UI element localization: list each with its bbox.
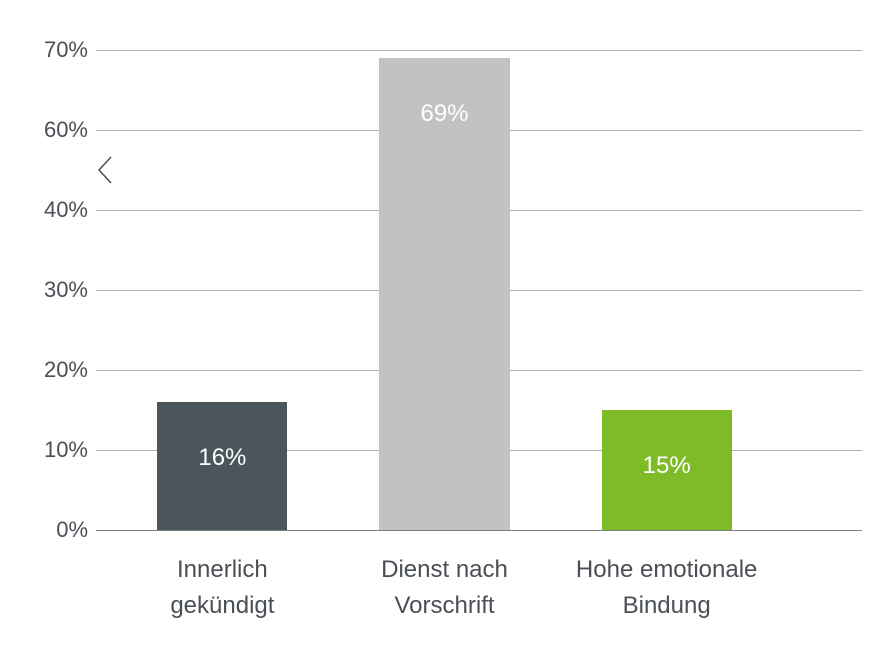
x-category-label: Innerlichgekündigt: [115, 552, 329, 624]
bar-value-label: 15%: [602, 452, 732, 480]
y-tick-label: 10%: [18, 437, 88, 463]
x-category-line: Dienst nach: [337, 552, 551, 588]
y-tick-label: 30%: [18, 277, 88, 303]
y-tick-label: 40%: [18, 197, 88, 223]
x-category-line: Hohe emotionale: [559, 552, 773, 588]
y-tick-label: 20%: [18, 357, 88, 383]
x-category-line: Bindung: [559, 588, 773, 624]
bar: 69%: [379, 58, 509, 530]
y-tick-label: 70%: [18, 37, 88, 63]
plot-area: 16% 69% 15%: [96, 50, 862, 530]
y-tick-label: 0%: [18, 517, 88, 543]
bar-value-label: 16%: [157, 444, 287, 472]
gridline: [96, 530, 862, 531]
bar: 15%: [602, 410, 732, 530]
y-tick-label: 60%: [18, 117, 88, 143]
bar-chart: 16% 69% 15% 0% 10% 20% 30% 40% 60% 70% Innerlichg…: [0, 0, 894, 648]
x-category-line: Innerlich: [115, 552, 329, 588]
gridline: [96, 50, 862, 51]
x-category-line: Vorschrift: [337, 588, 551, 624]
x-category-label: Dienst nachVorschrift: [337, 552, 551, 624]
bar: 16%: [157, 402, 287, 530]
x-category-label: Hohe emotionaleBindung: [559, 552, 773, 624]
x-category-line: gekündigt: [115, 588, 329, 624]
bar-value-label: 69%: [379, 100, 509, 128]
